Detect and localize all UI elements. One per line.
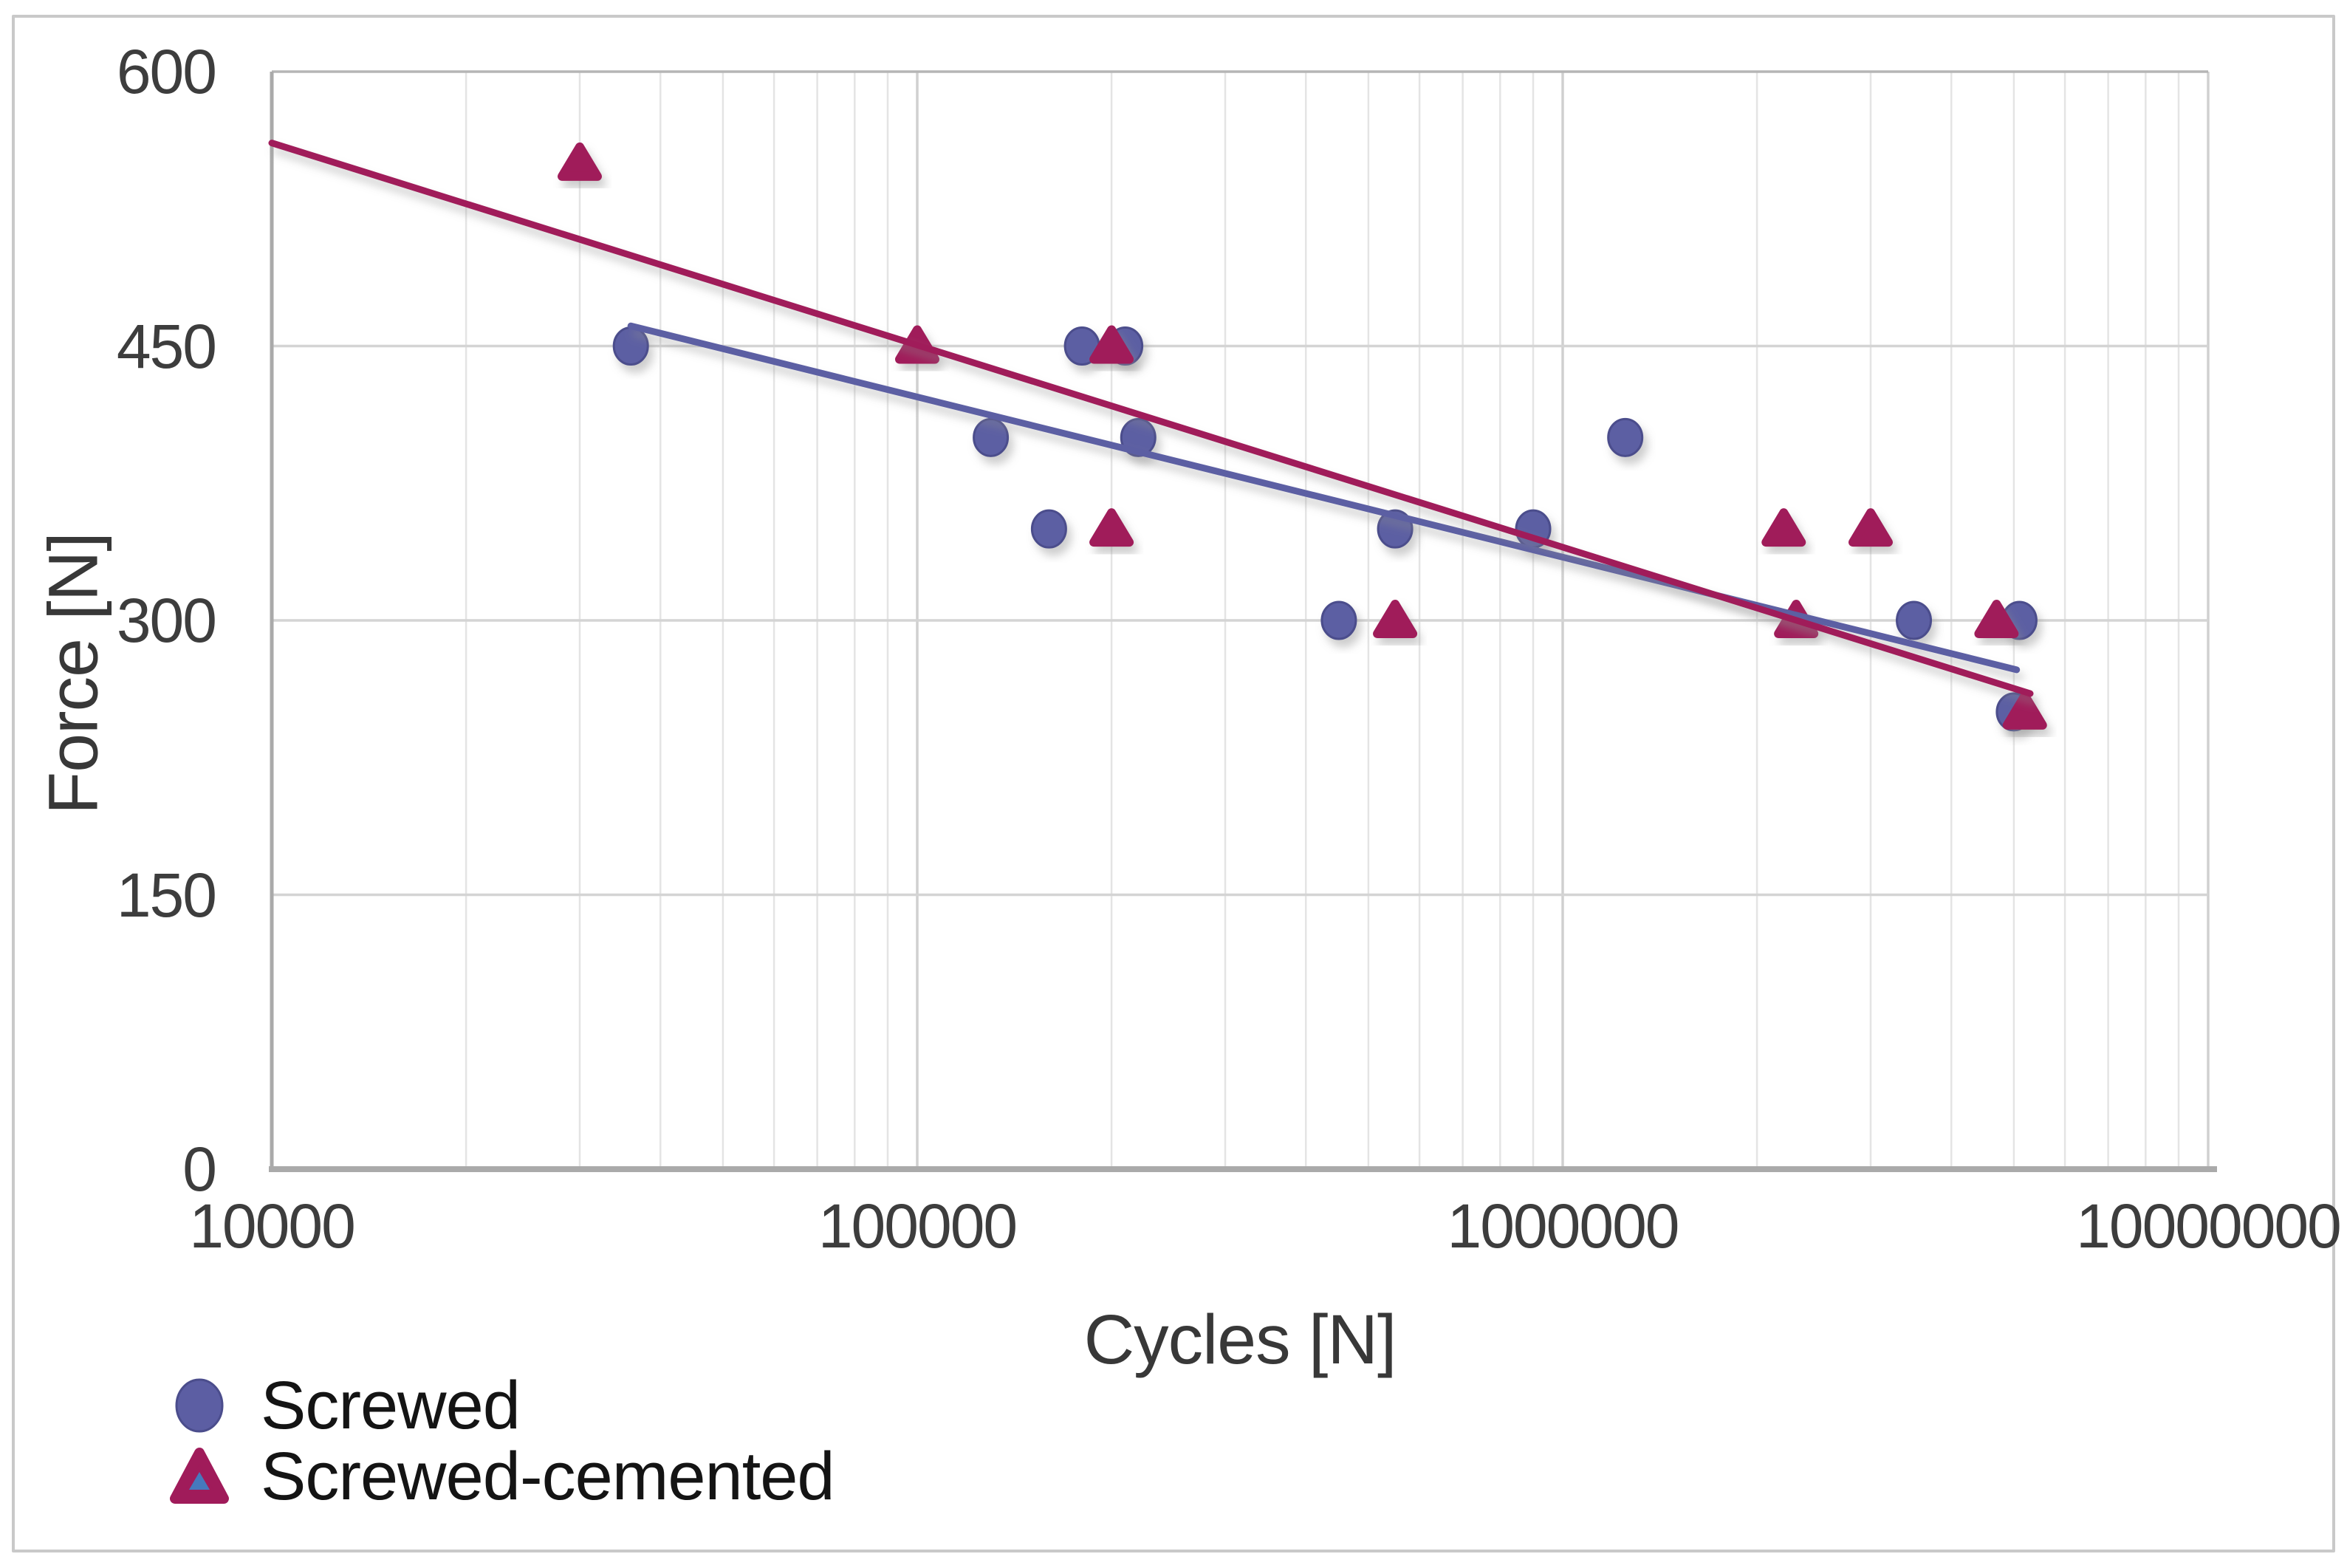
y-axis-title: Force [N] [34,533,113,815]
y-tick-label: 300 [116,586,217,655]
data-point-triangle [1761,508,1806,547]
data-markers [558,142,2047,732]
data-point-triangle [1974,600,2019,638]
y-tick-label: 150 [116,860,217,930]
legend-label: Screwed [261,1367,521,1443]
data-point-circle [1896,600,1933,640]
trendline-circle [627,322,2021,674]
data-point-triangle [558,142,603,181]
figure-frame [12,15,2335,1552]
legend: Screwed Screwed-cemented [159,1368,835,1514]
data-point-circle [1320,600,1357,640]
data-point-triangle [1849,508,1894,547]
data-point-circle [973,417,1010,457]
legend-item-screwed: Screwed [159,1368,835,1443]
data-point-triangle [1373,600,1418,638]
data-point-triangle [2002,691,2047,730]
circle-marker-icon [159,1370,240,1441]
y-tick-label: 600 [116,37,217,106]
gridlines [272,70,2210,1168]
data-point-triangle [1089,508,1134,547]
axis-lines [269,72,2217,1172]
y-tick-label: 0 [182,1134,217,1204]
triangle-marker-icon [159,1441,240,1512]
legend-label: Screwed-cemented [261,1438,835,1514]
data-point-circle [1607,417,1644,457]
trendline-triangle [268,140,2034,697]
legend-item-screwed-cemented: Screwed-cemented [159,1439,835,1514]
x-axis-title: Cycles [N] [1083,1301,1397,1379]
trendlines [268,140,2034,697]
data-point-circle [612,326,649,366]
y-tick-label: 450 [116,311,217,381]
x-tick-label: 10000 [189,1191,356,1261]
x-tick-label: 100000 [818,1191,1018,1261]
data-point-circle [1030,509,1067,549]
data-point-triangle [1089,325,1134,364]
x-tick-label: 1000000 [1447,1191,1679,1261]
x-tick-label: 10000000 [2076,1191,2342,1261]
